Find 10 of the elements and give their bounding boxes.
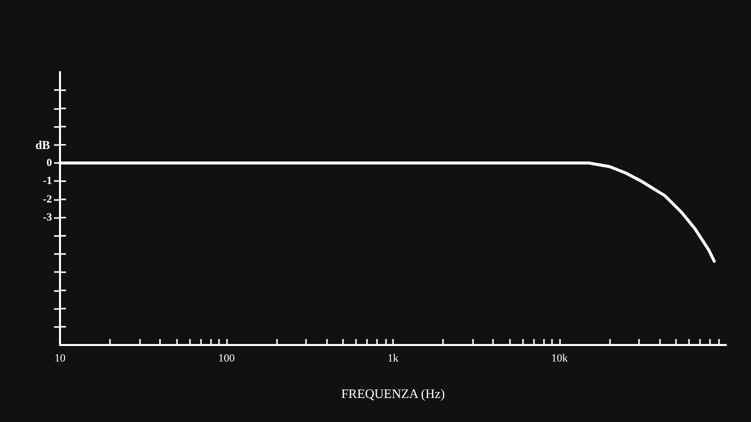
y-tick-label: 0 (46, 157, 52, 169)
y-axis-title: dB (35, 138, 50, 152)
y-tick-label: -1 (42, 175, 52, 188)
y-tick-label: -3 (42, 212, 52, 224)
x-axis-title: FREQUENZA (Hz) (341, 386, 445, 401)
x-tick-label: 10k (551, 352, 568, 364)
x-tick-label: 1k (388, 352, 399, 364)
y-tick-label: -2 (42, 193, 52, 206)
x-tick-label: 100 (218, 352, 236, 364)
x-tick-label: 10 (54, 352, 66, 364)
